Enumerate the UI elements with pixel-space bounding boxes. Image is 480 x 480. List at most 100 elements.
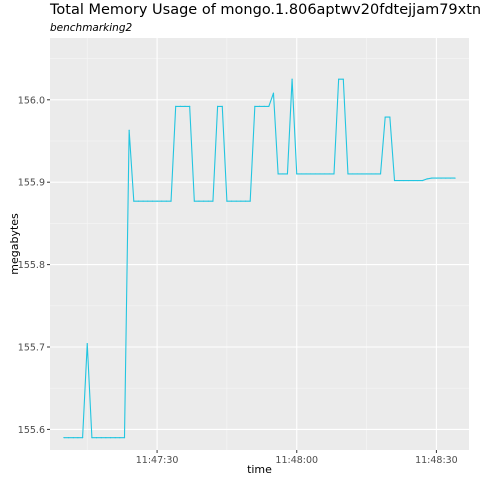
data-point (119, 437, 121, 439)
data-point (342, 78, 344, 80)
data-point (398, 179, 400, 182)
data-point (63, 437, 65, 439)
data-point (379, 173, 382, 175)
data-point (91, 437, 93, 439)
data-point (142, 200, 144, 202)
data-point (352, 173, 354, 175)
chart-title: Total Memory Usage of mongo.1.806aptwv20… (50, 2, 480, 18)
data-point (189, 105, 191, 107)
data-point (254, 105, 256, 107)
data-point (184, 105, 186, 107)
data-point (282, 173, 284, 175)
data-point (128, 129, 130, 131)
data-point (421, 179, 424, 182)
data-point (72, 437, 74, 439)
data-point (389, 116, 391, 118)
data-point (161, 200, 163, 202)
data-point (156, 200, 158, 202)
data-point (147, 200, 149, 202)
data-point (328, 173, 330, 175)
data-point (226, 200, 228, 202)
y-tick-label: 155.6 (18, 425, 45, 436)
data-point (235, 200, 237, 202)
data-point (426, 178, 428, 180)
x-axis: 11:47:30 11:48:00 11:48:30 (136, 450, 458, 466)
data-point (86, 343, 88, 345)
data-point (165, 200, 167, 202)
x-tick-label: 11:48:30 (415, 455, 458, 466)
data-point (268, 105, 270, 107)
data-point (249, 200, 251, 202)
data-point (440, 177, 442, 179)
y-tick-label: 155.8 (18, 260, 45, 271)
data-point (221, 105, 223, 107)
data-point (393, 179, 396, 182)
data-point (445, 177, 447, 179)
data-point (365, 173, 368, 175)
chart-subtitle: benchmarking2 (50, 22, 133, 34)
y-tick-label: 155.7 (18, 343, 45, 354)
data-point (217, 105, 219, 107)
data-point (272, 92, 275, 94)
data-point (333, 173, 335, 175)
y-tick-label: 156.0 (18, 95, 45, 106)
series-layer (63, 78, 456, 439)
data-point (417, 179, 419, 182)
x-tick-label: 11:47:30 (136, 455, 179, 466)
data-point (277, 173, 279, 175)
data-point (151, 200, 154, 202)
data-point (305, 173, 307, 175)
data-point (240, 200, 242, 202)
data-point (105, 437, 107, 439)
data-point (207, 200, 209, 202)
data-point (114, 437, 116, 439)
data-point (258, 105, 261, 107)
data-point (230, 200, 233, 202)
grid-major (50, 38, 469, 450)
data-point (454, 177, 456, 179)
data-point (356, 173, 358, 175)
grid-minor (50, 38, 469, 450)
data-point (412, 179, 414, 182)
data-point (175, 105, 177, 107)
data-point (300, 173, 302, 175)
data-point (286, 173, 289, 175)
y-axis: 155.6 155.7 155.8 155.9 156.0 (18, 95, 50, 436)
data-point (244, 200, 247, 202)
y-tick-label: 155.9 (18, 178, 45, 189)
data-point (109, 437, 112, 439)
data-point (193, 200, 195, 202)
data-point (370, 173, 372, 175)
data-point (361, 173, 363, 175)
data-point (100, 437, 102, 439)
data-point (291, 78, 293, 80)
data-point (319, 173, 321, 175)
data-point (77, 437, 79, 439)
data-point (198, 200, 200, 202)
data-point (212, 200, 214, 202)
y-axis-title: megabytes (8, 213, 21, 275)
data-point (263, 105, 265, 107)
data-point (431, 177, 433, 179)
data-point (203, 200, 205, 202)
data-point (435, 177, 438, 179)
data-point (296, 173, 298, 175)
data-point (81, 437, 84, 439)
data-point (133, 200, 135, 202)
data-point (407, 179, 410, 182)
data-point (375, 173, 377, 175)
data-point (347, 173, 349, 175)
data-point (170, 200, 172, 202)
data-point (449, 177, 451, 179)
data-point (123, 437, 126, 439)
data-point (310, 173, 312, 175)
data-point (68, 437, 70, 439)
data-point (179, 105, 181, 107)
data-point (95, 437, 98, 439)
data-point (403, 179, 405, 182)
data-point (137, 200, 140, 202)
data-point (314, 173, 316, 175)
data-point (384, 116, 386, 118)
x-axis-title: time (247, 463, 272, 476)
